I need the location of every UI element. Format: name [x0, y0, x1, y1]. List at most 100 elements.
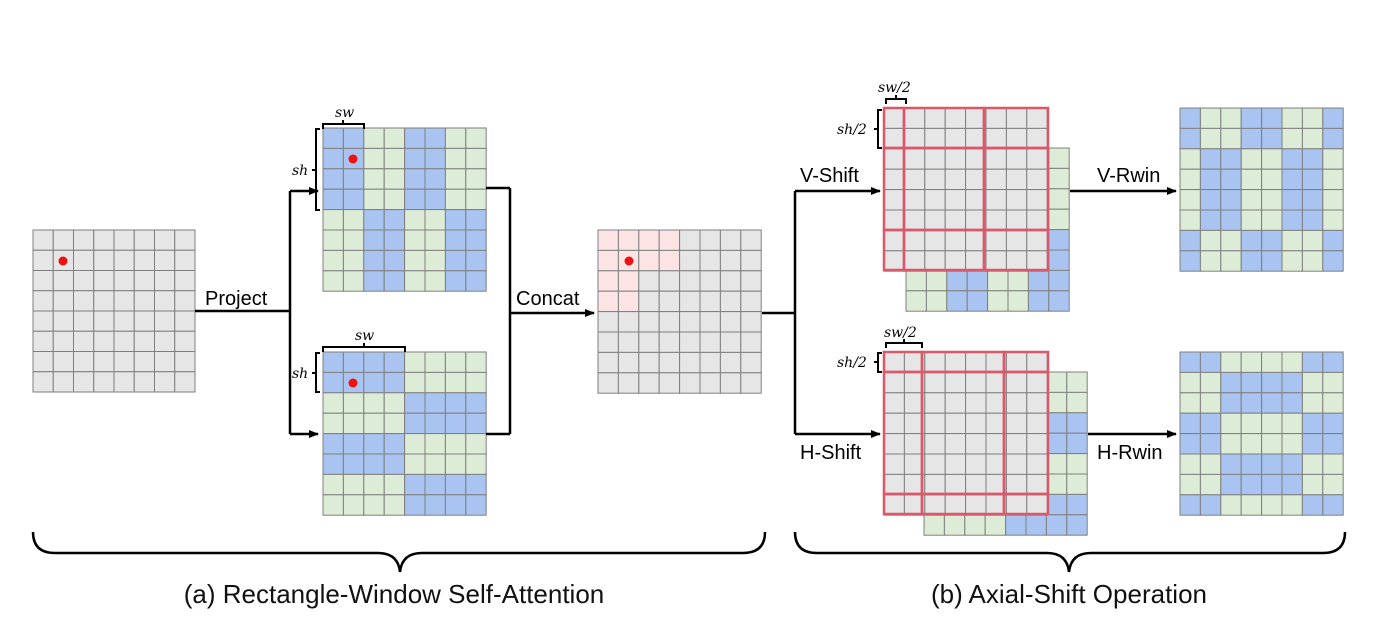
- grid-cell: [444, 494, 467, 516]
- grid-cell: [1026, 209, 1048, 231]
- grid-cell: [965, 371, 987, 394]
- grid-cell: [1240, 412, 1263, 435]
- grid-cell: [1301, 250, 1324, 272]
- grid-cell: [32, 310, 54, 332]
- grid-cell: [883, 412, 905, 435]
- grid-cell: [679, 229, 701, 251]
- grid-cell: [597, 290, 619, 313]
- grid-cell: [1179, 209, 1201, 231]
- grid-cell: [1261, 392, 1283, 414]
- grid-cell: [465, 371, 487, 394]
- grid-cell: [1322, 250, 1344, 272]
- grid-cell: [1322, 209, 1344, 231]
- grid-cell: [740, 311, 762, 333]
- grid-cell: [699, 229, 721, 251]
- grid-cell: [658, 290, 681, 313]
- sh-half-brace-top: [874, 109, 882, 149]
- grid-cell: [322, 494, 344, 516]
- project-label: Project: [205, 288, 268, 310]
- grid-cell: [1240, 148, 1263, 170]
- grid-cell: [1220, 189, 1242, 211]
- grid-cell: [1179, 250, 1201, 272]
- grid-cell: [1322, 351, 1344, 373]
- grid-cell: [1048, 147, 1070, 169]
- grid-cell: [1005, 209, 1028, 231]
- grid-cell: [1240, 494, 1263, 516]
- grid-cell: [903, 229, 926, 252]
- grid-cell: [174, 249, 196, 271]
- grid-cell: [1045, 493, 1068, 516]
- grid-cell: [1240, 371, 1263, 394]
- grid-cell: [424, 412, 446, 435]
- caption-braces: [31, 531, 1347, 573]
- grid-cell: [465, 249, 487, 272]
- grid-cell: [444, 188, 467, 211]
- grid-cell: [1026, 433, 1048, 455]
- grid-cell: [93, 249, 115, 271]
- grid-cell: [924, 107, 946, 129]
- grid-cell: [1322, 412, 1344, 435]
- grid-cell: [154, 351, 176, 373]
- grid-cell: [1281, 189, 1303, 211]
- grid-cell: [1179, 189, 1201, 211]
- grid-cell: [1240, 229, 1263, 252]
- grid-cell: [1005, 250, 1028, 272]
- grid-cell: [383, 392, 406, 414]
- grid-cell: [1240, 351, 1263, 373]
- grid-cell: [1261, 453, 1283, 475]
- grid-cell: [1261, 433, 1283, 455]
- grid-cell: [1179, 371, 1201, 394]
- grid-cell: [383, 270, 406, 292]
- grid-cell: [1026, 392, 1048, 414]
- grid-cell: [1045, 412, 1068, 434]
- grid-cell: [1179, 351, 1201, 373]
- grid-cell: [465, 433, 487, 455]
- grid-cell: [1026, 494, 1048, 516]
- grid-cell: [52, 229, 74, 251]
- grid-cell: [133, 249, 155, 271]
- grid-cell: [32, 330, 54, 352]
- grid-cell: [383, 453, 406, 475]
- grid-cell: [154, 249, 176, 271]
- grid-cell: [113, 371, 135, 393]
- grid-cell: [363, 494, 385, 516]
- grid-cell: [424, 270, 446, 292]
- grid-cell: [342, 392, 365, 414]
- grid-cell: [985, 189, 1007, 211]
- grid-cell: [465, 453, 487, 475]
- grid-cell: [444, 249, 467, 272]
- grid-cell: [679, 331, 701, 353]
- grid-cell: [424, 392, 446, 414]
- grid-cell: [1199, 148, 1222, 170]
- grid-cell: [1045, 473, 1068, 495]
- grid-cell: [1066, 391, 1088, 414]
- grid-cell: [52, 351, 74, 373]
- grid-cell: [1281, 229, 1303, 252]
- grid-cell: [924, 473, 946, 496]
- sw-label-top: sw: [335, 105, 354, 121]
- grid-cell: [465, 392, 487, 414]
- grid-cell: [465, 188, 487, 211]
- grid-cell: [658, 249, 681, 272]
- grid-cell: [174, 270, 196, 292]
- grid-cell: [73, 249, 95, 271]
- h-shift-label: H-Shift: [800, 442, 862, 464]
- grid-cell: [465, 127, 487, 149]
- grid-cell: [1179, 433, 1201, 455]
- grid-cell: [719, 249, 742, 272]
- grid-cell: [740, 331, 762, 353]
- grid-cell: [1240, 473, 1263, 496]
- grid-cell: [617, 290, 640, 313]
- grid-cell: [1005, 514, 1027, 536]
- grid-cell: [1007, 290, 1029, 312]
- grid-cell: [658, 311, 681, 333]
- grid-cell: [740, 229, 762, 251]
- grid-cell: [883, 351, 905, 373]
- grid-cell: [1301, 148, 1324, 170]
- grid-cell: [985, 127, 1007, 150]
- grid-cell: [363, 229, 385, 251]
- grid-cell: [1220, 494, 1242, 516]
- grid-cell: [1322, 189, 1344, 211]
- grid-cell: [883, 168, 905, 191]
- grid-cell: [133, 270, 155, 292]
